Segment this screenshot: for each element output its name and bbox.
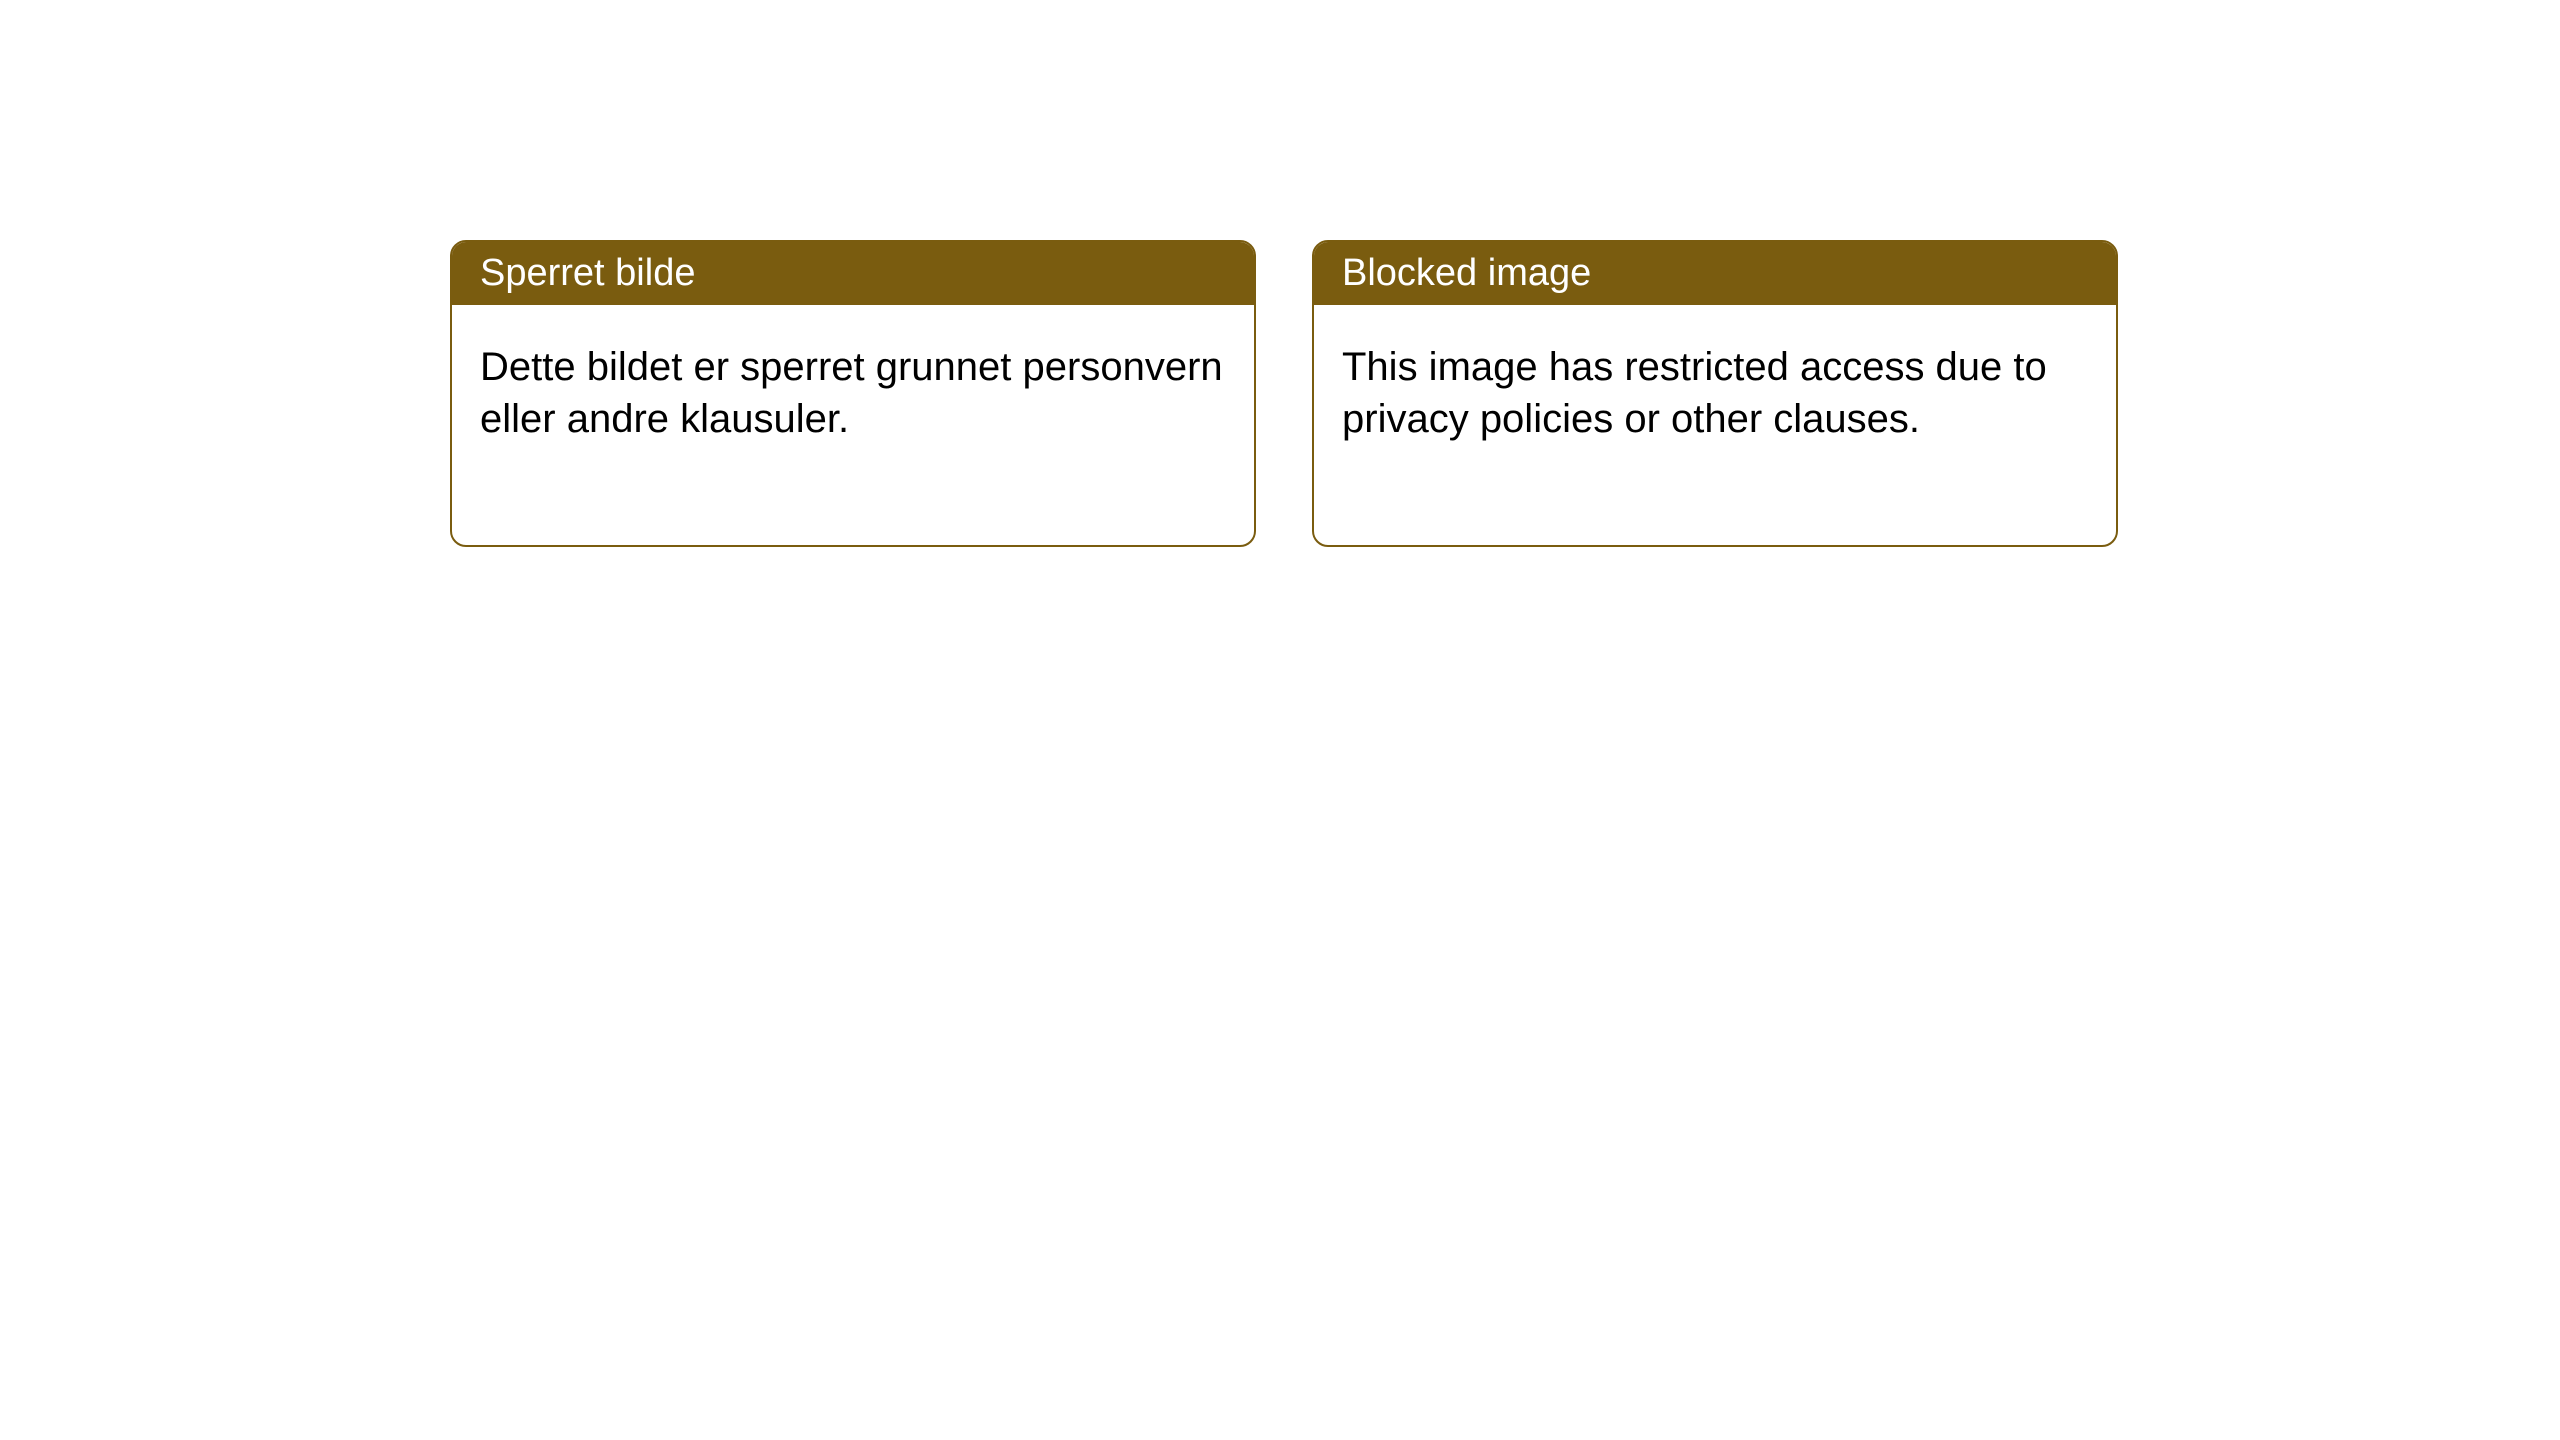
card-header: Blocked image <box>1314 242 2116 305</box>
notice-cards-container: Sperret bilde Dette bildet er sperret gr… <box>450 240 2118 547</box>
card-body-text: This image has restricted access due to … <box>1342 345 2047 441</box>
card-header: Sperret bilde <box>452 242 1254 305</box>
card-body: This image has restricted access due to … <box>1314 305 2116 545</box>
blocked-image-card-no: Sperret bilde Dette bildet er sperret gr… <box>450 240 1256 547</box>
card-title: Sperret bilde <box>480 252 695 294</box>
blocked-image-card-en: Blocked image This image has restricted … <box>1312 240 2118 547</box>
card-title: Blocked image <box>1342 252 1591 294</box>
card-body-text: Dette bildet er sperret grunnet personve… <box>480 345 1223 441</box>
card-body: Dette bildet er sperret grunnet personve… <box>452 305 1254 545</box>
